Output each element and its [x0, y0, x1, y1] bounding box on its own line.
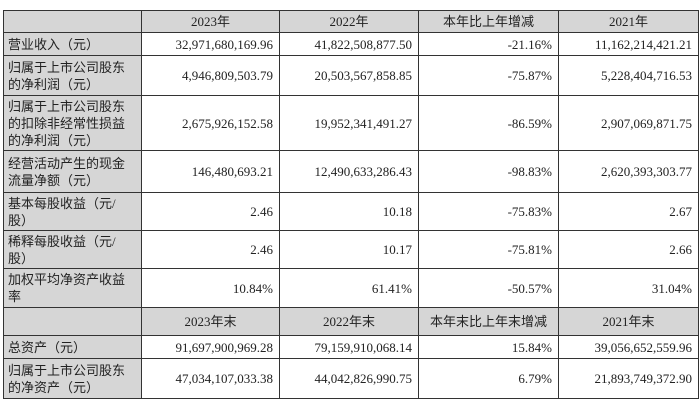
table-row: 基本每股收益（元/股） 2.46 10.18 -75.83% 2.67	[3, 192, 699, 231]
row-label: 基本每股收益（元/股）	[3, 192, 142, 231]
table-cell: 39,056,652,559.96	[558, 335, 699, 359]
table-cell: 15.84%	[418, 335, 559, 359]
table-cell: 10.18	[279, 192, 419, 231]
column-header: 本年末比上年末增减	[418, 307, 559, 336]
table-cell: -50.57%	[418, 268, 559, 308]
table-cell: 2.67	[558, 192, 699, 231]
table-cell: 91,697,900,969.28	[141, 335, 280, 359]
table-cell: 19,952,341,491.27	[279, 95, 419, 151]
row-label: 总资产（元）	[3, 335, 142, 359]
table-cell: 2.46	[141, 192, 280, 231]
table-cell: 4,946,809,503.79	[141, 55, 280, 96]
table-cell: 2,675,926,152.58	[141, 95, 280, 151]
column-header: 2021年末	[558, 307, 699, 336]
row-label: 归属于上市公司股东的净资产（元）	[3, 358, 142, 399]
table-cell: 6.79%	[418, 358, 559, 399]
table-row: 营业收入（元） 32,971,680,169.96 41,822,508,877.5…	[3, 32, 699, 56]
table-row: 稀释每股收益（元/股） 2.46 10.17 -75.81% 2.66	[3, 230, 699, 269]
table-cell: 10.84%	[141, 268, 280, 308]
table-cell: 2,620,393,303.77	[558, 150, 699, 193]
table-cell: 31.04%	[558, 268, 699, 308]
column-header: 2023年	[141, 10, 280, 33]
table-row: 总资产（元） 91,697,900,969.28 79,159,910,068.14…	[3, 335, 699, 359]
row-label: 营业收入（元）	[3, 32, 142, 56]
table-cell: 2.66	[558, 230, 699, 269]
table-cell: 41,822,508,877.50	[279, 32, 419, 56]
table-cell: 20,503,567,858.85	[279, 55, 419, 96]
header-corner	[3, 307, 142, 336]
table-cell: 61.41%	[279, 268, 419, 308]
table-cell: 5,228,404,716.53	[558, 55, 699, 96]
column-header: 本年比上年增减	[418, 10, 559, 33]
table-cell: 79,159,910,068.14	[279, 335, 419, 359]
row-label: 归属于上市公司股东的净利润（元）	[3, 55, 142, 96]
column-header: 2021年	[558, 10, 699, 33]
table-cell: 12,490,633,286.43	[279, 150, 419, 193]
table-cell: 44,042,826,990.75	[279, 358, 419, 399]
table-row: 归属于上市公司股东的净利润（元） 4,946,809,503.79 20,503,5…	[3, 55, 699, 96]
table-row: 归属于上市公司股东的净资产（元） 47,034,107,033.38 44,042,…	[3, 358, 699, 399]
table-cell: 21,893,749,372.90	[558, 358, 699, 399]
table-row: 经营活动产生的现金流量净额（元） 146,480,693.21 12,490,633…	[3, 150, 699, 193]
column-header: 2022年	[279, 10, 419, 33]
row-label: 稀释每股收益（元/股）	[3, 230, 142, 269]
table-row: 归属于上市公司股东的扣除非经常性损益的净利润（元） 2,675,926,152.5…	[3, 95, 699, 151]
table-cell: 2.46	[141, 230, 280, 269]
table-cell: 146,480,693.21	[141, 150, 280, 193]
header-corner	[3, 10, 142, 33]
table-cell: -21.16%	[418, 32, 559, 56]
table-cell: 2,907,069,871.75	[558, 95, 699, 151]
row-label: 归属于上市公司股东的扣除非经常性损益的净利润（元）	[3, 95, 142, 151]
row-label: 经营活动产生的现金流量净额（元）	[3, 150, 142, 193]
table-cell: -75.87%	[418, 55, 559, 96]
column-header: 2022年末	[279, 307, 419, 336]
table-cell: 32,971,680,169.96	[141, 32, 280, 56]
table-cell: 47,034,107,033.38	[141, 358, 280, 399]
header-row: 2023年 2022年 本年比上年增减 2021年	[3, 10, 699, 33]
financial-summary-table: 2023年 2022年 本年比上年增减 2021年 营业收入（元） 32,971,680,…	[3, 10, 699, 399]
table-row: 加权平均净资产收益率 10.84% 61.41% -50.57% 31.04%	[3, 268, 699, 308]
table-cell: 11,162,214,421.21	[558, 32, 699, 56]
column-header: 2023年末	[141, 307, 280, 336]
table-cell: 10.17	[279, 230, 419, 269]
header-row: 2023年末 2022年末 本年末比上年末增减 2021年末	[3, 307, 699, 336]
table-cell: -98.83%	[418, 150, 559, 193]
row-label: 加权平均净资产收益率	[3, 268, 142, 308]
table-cell: -86.59%	[418, 95, 559, 151]
table-cell: -75.81%	[418, 230, 559, 269]
table-cell: -75.83%	[418, 192, 559, 231]
